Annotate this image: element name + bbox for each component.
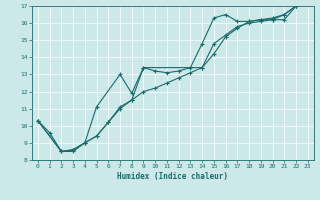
X-axis label: Humidex (Indice chaleur): Humidex (Indice chaleur) (117, 172, 228, 181)
